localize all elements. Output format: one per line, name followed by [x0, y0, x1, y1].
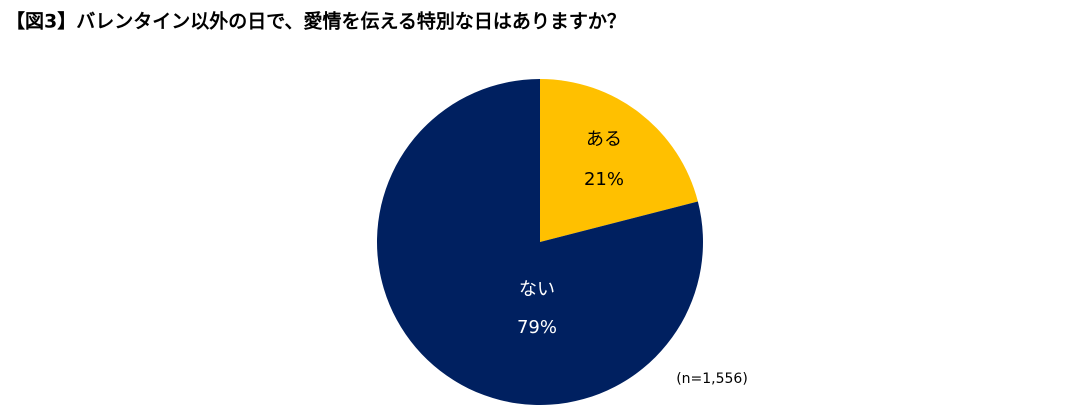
pie-slice [377, 79, 703, 405]
pie-slice [540, 79, 698, 242]
slice-label: ある [586, 129, 622, 150]
sample-note: (n=1,556) [676, 371, 748, 387]
value-label: 21% [584, 169, 624, 190]
slice-label: ない [519, 279, 555, 300]
chart-title: 【図3】バレンタイン以外の日で、愛情を伝える特別な日はありますか？ [6, 10, 626, 33]
value-label: 79% [517, 317, 557, 338]
